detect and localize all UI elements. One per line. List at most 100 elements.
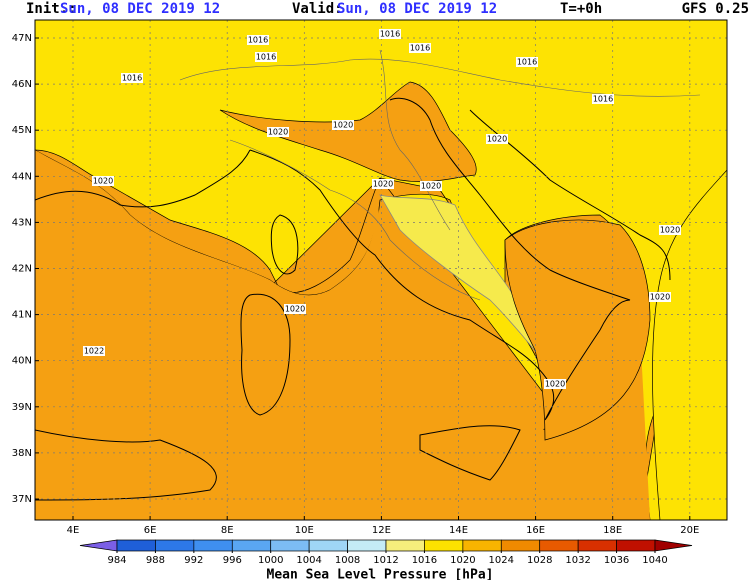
colorbar-segment <box>193 539 233 552</box>
colorbar-end <box>79 539 118 552</box>
colorbar-tick-label: 1028 <box>527 555 552 566</box>
isobar-label: 1020 <box>650 293 670 302</box>
isobar-label-bg <box>83 346 105 356</box>
colorbar-segment <box>424 539 464 552</box>
lon-label: 20E <box>680 525 699 536</box>
isobar-label: 1020 <box>373 180 393 189</box>
graticule <box>35 20 727 520</box>
isobar-label: 1020 <box>660 226 680 235</box>
isobar-label-bg <box>420 181 442 191</box>
lon-label: 4E <box>67 525 80 536</box>
isobar-label: 1020 <box>93 177 113 186</box>
colorbar-segment <box>270 539 310 552</box>
colorbar-end <box>654 539 693 552</box>
colorbar-title: Mean Sea Level Pressure [hPa] <box>267 568 494 580</box>
lat-label: 46N <box>12 79 32 90</box>
lat-label: 38N <box>12 448 32 459</box>
valid-date: Sun, 08 DEC 2019 12 <box>337 1 497 17</box>
isobar-label-bg <box>592 94 614 104</box>
colorbar-tick-label: 1016 <box>412 555 437 566</box>
step: T=+0h <box>560 1 602 17</box>
lon-label: 14E <box>449 525 468 536</box>
isobar-label: 1020 <box>285 305 305 314</box>
isobar-label: 1016 <box>122 74 142 83</box>
colorbar-tick-label: 996 <box>223 555 242 566</box>
colorbar-segment <box>500 539 541 552</box>
lat-label: 47N <box>12 33 32 44</box>
colorbar-segment <box>155 539 195 552</box>
colorbar-tick-label: 1000 <box>258 555 283 566</box>
isobar-label: 1020 <box>333 121 353 130</box>
lat-label: 42N <box>12 264 32 275</box>
isobar-label-bg <box>649 292 671 302</box>
isobar-label-bg <box>267 127 289 137</box>
lon-label: 16E <box>526 525 545 536</box>
isobar-label: 1016 <box>517 58 537 67</box>
colorbar-segment <box>231 539 272 552</box>
colorbar-segment <box>347 539 387 552</box>
isobar-label-bg <box>255 52 277 62</box>
colorbar-segment <box>385 539 425 552</box>
lat-label: 39N <box>12 402 32 413</box>
isobar-label-bg <box>486 134 508 144</box>
isobar-label-bg <box>379 29 401 39</box>
isobar-label: 1020 <box>545 380 565 389</box>
isobar-label-bg <box>332 120 354 130</box>
borders <box>179 49 701 301</box>
colorbar-tick-label: 1040 <box>642 555 667 566</box>
isobar-label: 1016 <box>256 53 276 62</box>
colorbar-tick-label: 1008 <box>335 555 360 566</box>
lat-label: 41N <box>12 310 32 321</box>
colorbar-tick-label: 1036 <box>604 555 629 566</box>
colorbar-segment <box>462 539 502 552</box>
lat-label: 43N <box>12 217 32 228</box>
lat-label: 44N <box>12 171 32 182</box>
map <box>35 20 727 520</box>
field-1020-balkan <box>504 219 651 441</box>
init-label: Init.: <box>26 1 77 17</box>
lat-label: 37N <box>12 494 32 505</box>
lon-label: 8E <box>221 525 234 536</box>
isobar-label: 1020 <box>268 128 288 137</box>
map-frame <box>34 19 728 521</box>
isobar-label-bg <box>247 35 269 45</box>
valid-label: Valid: <box>292 1 343 17</box>
lat-label: 45N <box>12 125 32 136</box>
isobar-label-bg <box>516 57 538 67</box>
colorbar-segment <box>539 539 579 552</box>
isobar-label-bg <box>284 304 306 314</box>
isobar-label: 1022 <box>84 347 104 356</box>
isobar-label-bg <box>372 179 394 189</box>
model: GFS 0.25 <box>682 1 749 17</box>
colorbar: 984 988 992 996 1000 1004 1008 1012 1016 1020 1024… <box>79 539 693 566</box>
lon-label: 12E <box>372 525 391 536</box>
lon-label: 6E <box>144 525 157 536</box>
isobar-label-bg <box>659 225 681 235</box>
colorbar-tick-label: 1024 <box>489 555 514 566</box>
isobar-label: 1020 <box>421 182 441 191</box>
field-1020-adriatic <box>219 81 477 183</box>
isobar-label: 1020 <box>487 135 507 144</box>
isobar-label-bg <box>544 379 566 389</box>
field-1020-south <box>35 150 650 520</box>
isobar-label-bg <box>121 73 143 83</box>
colorbar-segment <box>308 539 348 552</box>
lat-label: 40N <box>12 356 32 367</box>
colorbar-tick-label: 992 <box>184 555 203 566</box>
colorbar-tick-label: 988 <box>146 555 165 566</box>
isobar-label: 1016 <box>410 44 430 53</box>
colorbar-tick-label: 984 <box>107 555 126 566</box>
colorbar-segment <box>616 539 656 552</box>
isobar-labels: 1016 1016 1016 1016 1016 1016 1016 1020 1020 1020… <box>83 29 681 389</box>
colorbar-tick-label: 1012 <box>373 555 398 566</box>
isobar-label-bg <box>409 43 431 53</box>
isobar-label-bg <box>92 176 114 186</box>
colorbar-segment <box>577 539 617 552</box>
isobar-label: 1016 <box>248 36 268 45</box>
lon-label: 10E <box>295 525 314 536</box>
colorbar-tick-label: 1020 <box>450 555 475 566</box>
isobar-label: 1016 <box>593 95 613 104</box>
lon-label: 18E <box>603 525 622 536</box>
colorbar-tick-label: 1004 <box>296 555 321 566</box>
